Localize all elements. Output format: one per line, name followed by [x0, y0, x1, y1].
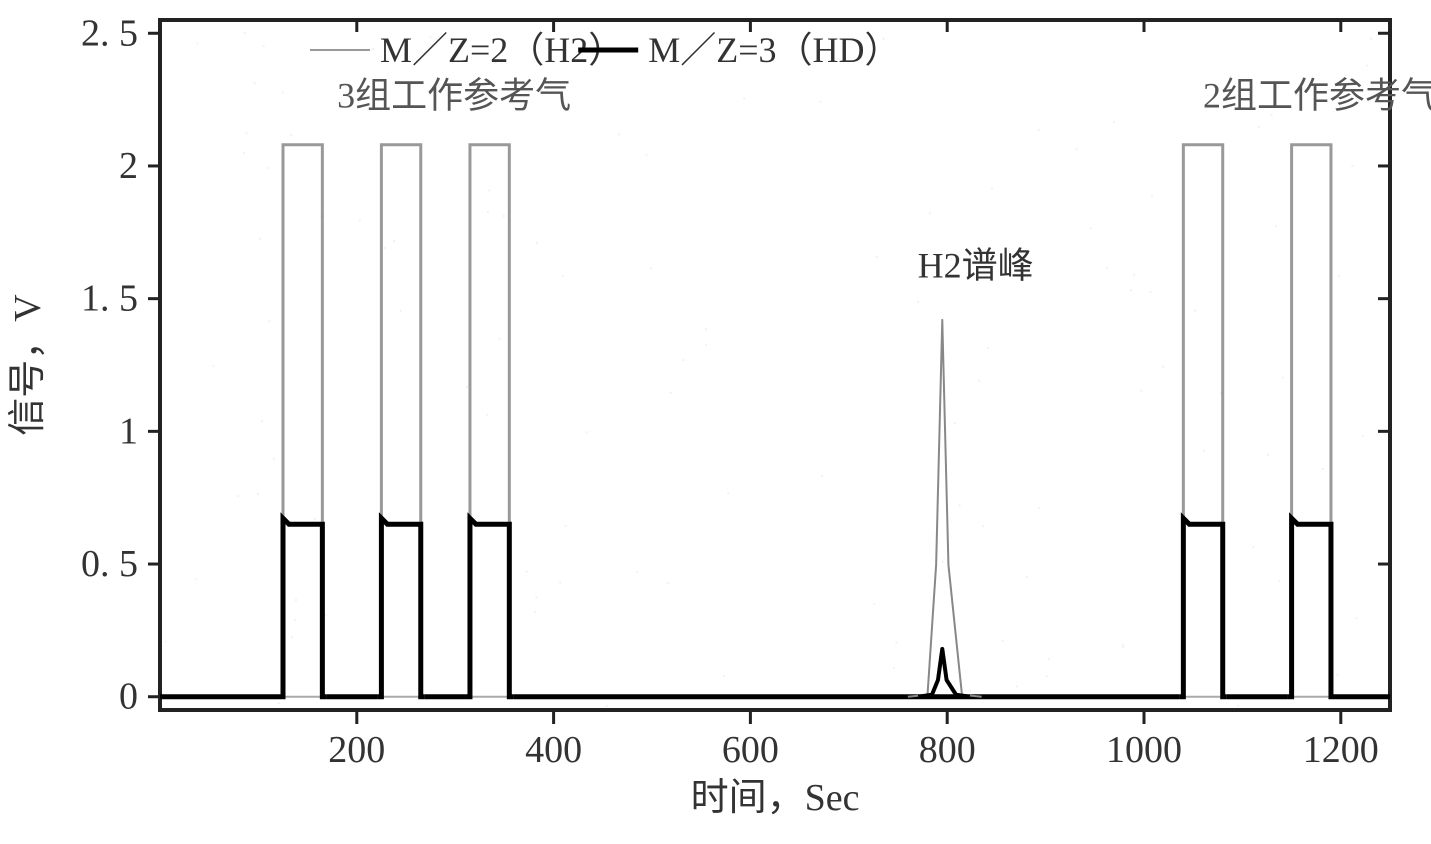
y-tick-label: 0. 5 — [81, 543, 138, 585]
x-tick-label: 200 — [328, 729, 385, 771]
y-tick-label: 2 — [119, 145, 138, 187]
y-tick-label: 1 — [119, 410, 138, 452]
x-tick-label: 400 — [525, 729, 582, 771]
chart-container: 0 0. 5 1 1. 5 2 2. 5 200 400 600 800 1000 1200 时间，Se… — [0, 0, 1431, 844]
annotation-label: 3组工作参考气 — [337, 76, 571, 116]
y-tick-label: 2. 5 — [81, 12, 138, 54]
annotation-label: H2谱峰 — [918, 245, 1034, 285]
chart-svg: 0 0. 5 1 1. 5 2 2. 5 200 400 600 800 1000 1200 时间，Se… — [0, 0, 1431, 844]
x-tick-label: 600 — [722, 729, 779, 771]
x-axis-label: 时间，Sec — [691, 777, 860, 819]
x-tick-label: 1000 — [1106, 729, 1182, 771]
x-tick-label: 1200 — [1303, 729, 1379, 771]
y-tick-label: 1. 5 — [81, 278, 138, 320]
y-tick-label: 0 — [119, 676, 138, 718]
annotation-label: 2组工作参考气 — [1203, 76, 1431, 116]
x-tick-label: 800 — [919, 729, 976, 771]
y-axis-label: 信号，V — [7, 294, 49, 436]
legend-label: M／Z=3（HD） — [648, 30, 900, 70]
